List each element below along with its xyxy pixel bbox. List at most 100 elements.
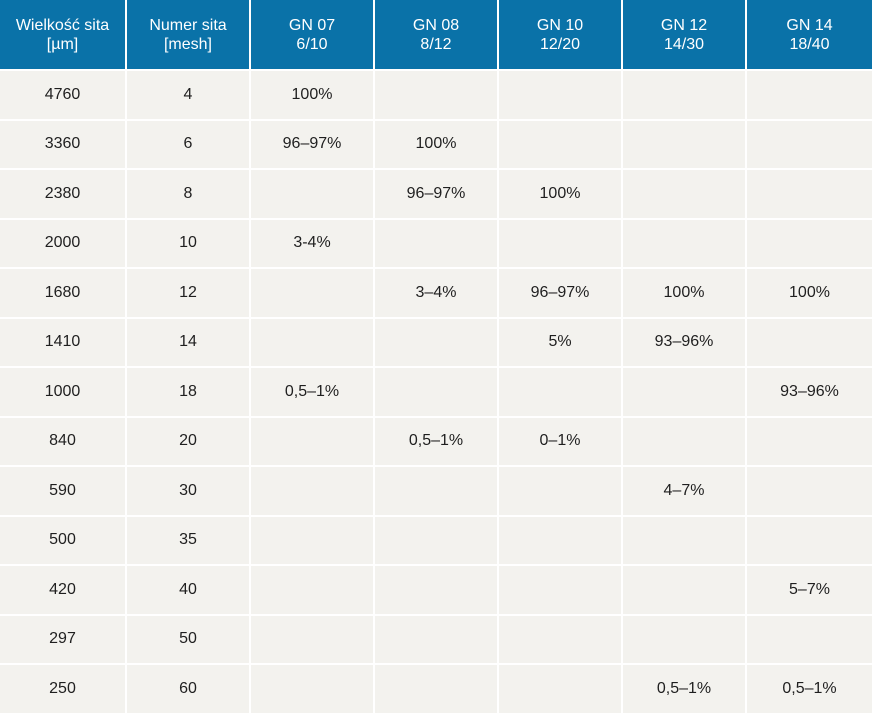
cell-sieve-size: 590 [0, 465, 127, 516]
cell-gn08 [374, 465, 499, 516]
cell-gn07: 96–97% [250, 118, 375, 169]
cell-gn10 [498, 514, 623, 565]
cell-gn12: 4–7% [622, 465, 747, 516]
cell-gn08 [374, 514, 499, 565]
cell-gn14 [746, 69, 872, 120]
cell-sieve-number: 30 [126, 465, 251, 516]
cell-sieve-number: 40 [126, 564, 251, 615]
cell-sieve-size: 4760 [0, 69, 127, 120]
cell-sieve-number: 6 [126, 118, 251, 169]
header-range: 18/40 [789, 35, 830, 53]
cell-gn14 [746, 217, 872, 268]
cell-gn07: 3-4% [250, 217, 375, 268]
cell-gn10: 0–1% [498, 415, 623, 466]
table-row: 2000 10 3-4% [0, 217, 872, 268]
header-range: 6/10 [296, 35, 328, 53]
header-label: GN 14 [786, 16, 833, 34]
cell-sieve-size: 420 [0, 564, 127, 615]
cell-sieve-number: 14 [126, 316, 251, 367]
cell-sieve-size: 250 [0, 663, 127, 713]
cell-gn12 [622, 217, 747, 268]
cell-sieve-size: 2380 [0, 168, 127, 219]
table-row: 3360 6 96–97% 100% [0, 118, 872, 169]
table-row: 297 50 [0, 613, 872, 664]
cell-gn08 [374, 316, 499, 367]
table-row: 1680 12 3–4% 96–97% 100% 100% [0, 267, 872, 318]
cell-sieve-number: 10 [126, 217, 251, 268]
cell-sieve-size: 1680 [0, 267, 127, 318]
cell-gn14: 93–96% [746, 366, 872, 417]
cell-sieve-number: 18 [126, 366, 251, 417]
cell-gn10 [498, 613, 623, 664]
header-gn14: GN 14 18/40 [746, 0, 872, 70]
cell-gn07 [250, 267, 375, 318]
table-header: Wielkość sita [µm] Numer sita [mesh] GN … [0, 0, 872, 70]
cell-gn10: 100% [498, 168, 623, 219]
cell-gn14 [746, 168, 872, 219]
cell-sieve-number: 8 [126, 168, 251, 219]
cell-gn10: 5% [498, 316, 623, 367]
cell-gn10 [498, 118, 623, 169]
header-range: 14/30 [663, 35, 705, 53]
cell-sieve-size: 840 [0, 415, 127, 466]
cell-gn12: 93–96% [622, 316, 747, 367]
cell-gn07 [250, 168, 375, 219]
cell-gn12 [622, 69, 747, 120]
cell-gn14 [746, 316, 872, 367]
cell-gn07 [250, 316, 375, 367]
header-label: Numer sita [149, 16, 227, 34]
cell-sieve-number: 20 [126, 415, 251, 466]
cell-gn07 [250, 465, 375, 516]
cell-gn08 [374, 217, 499, 268]
cell-gn10 [498, 465, 623, 516]
cell-sieve-size: 2000 [0, 217, 127, 268]
cell-gn12 [622, 168, 747, 219]
header-row: Wielkość sita [µm] Numer sita [mesh] GN … [0, 0, 872, 70]
cell-sieve-number: 60 [126, 663, 251, 713]
cell-gn12 [622, 415, 747, 466]
header-label: GN 12 [660, 16, 708, 34]
table-row: 500 35 [0, 514, 872, 565]
cell-gn14: 0,5–1% [746, 663, 872, 713]
cell-gn14 [746, 613, 872, 664]
table-row: 4760 4 100% [0, 69, 872, 120]
cell-gn07 [250, 564, 375, 615]
table-row: 1410 14 5% 93–96% [0, 316, 872, 367]
cell-gn12 [622, 118, 747, 169]
cell-gn08 [374, 663, 499, 713]
cell-sieve-size: 500 [0, 514, 127, 565]
cell-gn08: 3–4% [374, 267, 499, 318]
cell-sieve-size: 1000 [0, 366, 127, 417]
cell-sieve-size: 297 [0, 613, 127, 664]
cell-gn08 [374, 366, 499, 417]
cell-gn08 [374, 69, 499, 120]
cell-sieve-number: 50 [126, 613, 251, 664]
table-row: 250 60 0,5–1% 0,5–1% [0, 663, 872, 713]
header-unit: [mesh] [163, 35, 212, 53]
cell-sieve-number: 4 [126, 69, 251, 120]
cell-gn07 [250, 663, 375, 713]
cell-gn10 [498, 564, 623, 615]
header-gn10: GN 10 12/20 [498, 0, 623, 70]
cell-gn07 [250, 514, 375, 565]
cell-gn10: 96–97% [498, 267, 623, 318]
table-row: 420 40 5–7% [0, 564, 872, 615]
header-range: 12/20 [539, 35, 581, 53]
cell-gn10 [498, 69, 623, 120]
cell-sieve-number: 12 [126, 267, 251, 318]
cell-gn14: 100% [746, 267, 872, 318]
cell-sieve-size: 3360 [0, 118, 127, 169]
header-gn12: GN 12 14/30 [622, 0, 747, 70]
header-label: GN 07 [288, 16, 336, 34]
table-row: 2380 8 96–97% 100% [0, 168, 872, 219]
cell-gn08: 100% [374, 118, 499, 169]
cell-gn08: 96–97% [374, 168, 499, 219]
cell-gn07: 0,5–1% [250, 366, 375, 417]
header-sieve-size: Wielkość sita [µm] [0, 0, 127, 70]
cell-gn10 [498, 366, 623, 417]
cell-gn07 [250, 613, 375, 664]
cell-gn12: 100% [622, 267, 747, 318]
cell-gn12 [622, 613, 747, 664]
cell-gn12: 0,5–1% [622, 663, 747, 713]
